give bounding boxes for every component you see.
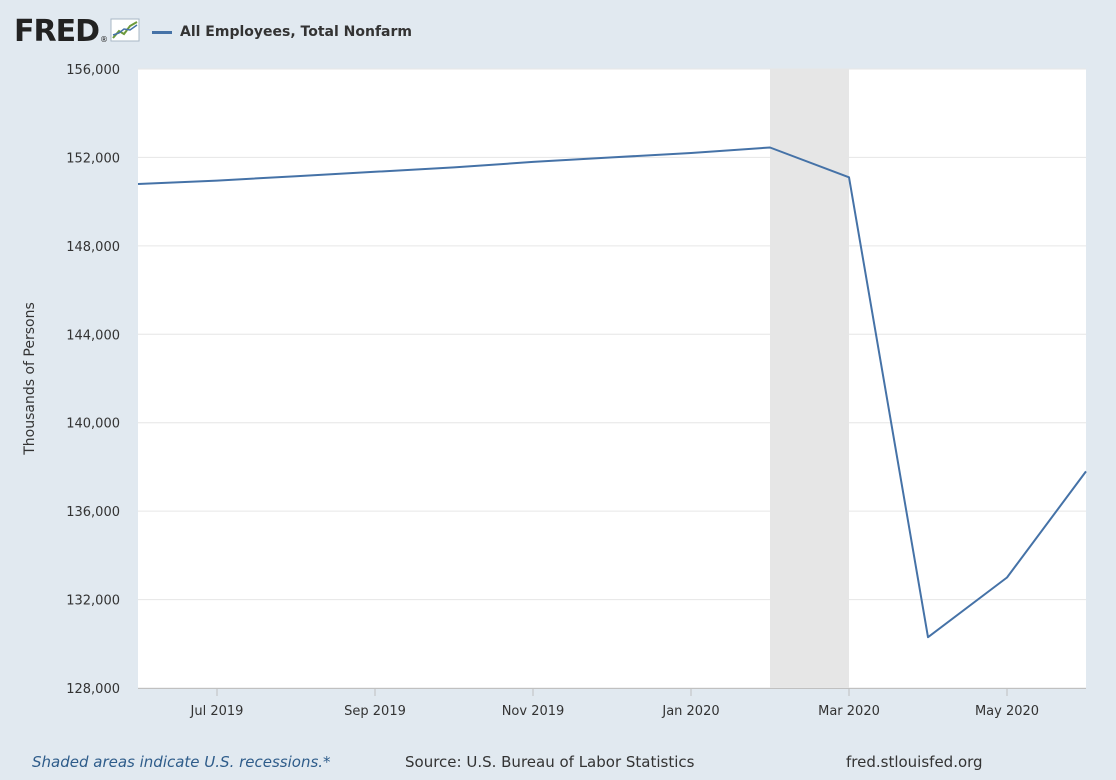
y-tick-label: 136,000 <box>66 505 120 520</box>
series-line <box>137 146 1087 639</box>
y-tick-label: 140,000 <box>66 417 120 432</box>
x-tick-label: Mar 2020 <box>818 704 880 719</box>
fred-url[interactable]: fred.stlouisfed.org <box>846 753 983 771</box>
data-point[interactable] <box>687 149 695 157</box>
plot-area <box>138 69 1086 688</box>
legend-label: All Employees, Total Nonfarm <box>180 24 412 40</box>
data-point[interactable] <box>845 173 853 181</box>
y-tick-label: 152,000 <box>66 151 120 166</box>
legend-swatch <box>152 30 172 34</box>
data-point[interactable] <box>450 163 458 171</box>
registered-mark: ® <box>100 34 108 44</box>
y-tick-label: 144,000 <box>66 328 120 343</box>
recession-note-link[interactable]: Shaded areas indicate U.S. recessions.* <box>32 753 331 771</box>
data-point[interactable] <box>1082 467 1090 475</box>
x-tick-label: Jan 2020 <box>661 704 719 719</box>
y-tick-label: 156,000 <box>66 63 120 78</box>
data-point[interactable] <box>766 143 774 151</box>
data-point[interactable] <box>213 177 221 185</box>
fred-logo[interactable]: FRED ® <box>14 17 140 47</box>
y-tick-label: 132,000 <box>66 594 120 609</box>
chart-plot: 128,000 132,000 136,000 140,000 144,000 148,0… <box>22 63 1090 719</box>
y-axis-label: Thousands of Persons <box>22 302 38 456</box>
chart-footer: Shaded areas indicate U.S. recessions.* … <box>0 753 1116 777</box>
y-tick-label: 148,000 <box>66 240 120 255</box>
data-point[interactable] <box>529 158 537 166</box>
x-tick-label: Jul 2019 <box>190 704 244 719</box>
data-point[interactable] <box>371 168 379 176</box>
data-point[interactable] <box>134 180 142 188</box>
chart-line-icon <box>110 18 140 46</box>
chart-header: FRED ® All Employees, Total Nonfarm <box>14 16 412 48</box>
data-point[interactable] <box>292 172 300 180</box>
fred-logo-text: FRED <box>14 14 100 49</box>
chart-legend[interactable]: All Employees, Total Nonfarm <box>152 24 412 40</box>
y-tick-label: 128,000 <box>66 682 120 697</box>
data-point[interactable] <box>924 633 932 641</box>
data-point[interactable] <box>1003 573 1011 581</box>
source-text: Source: U.S. Bureau of Labor Statistics <box>405 753 695 771</box>
x-tick-label: Nov 2019 <box>502 704 565 719</box>
data-point[interactable] <box>608 153 616 161</box>
x-tick-label: May 2020 <box>975 704 1039 719</box>
x-tick-label: Sep 2019 <box>344 704 406 719</box>
